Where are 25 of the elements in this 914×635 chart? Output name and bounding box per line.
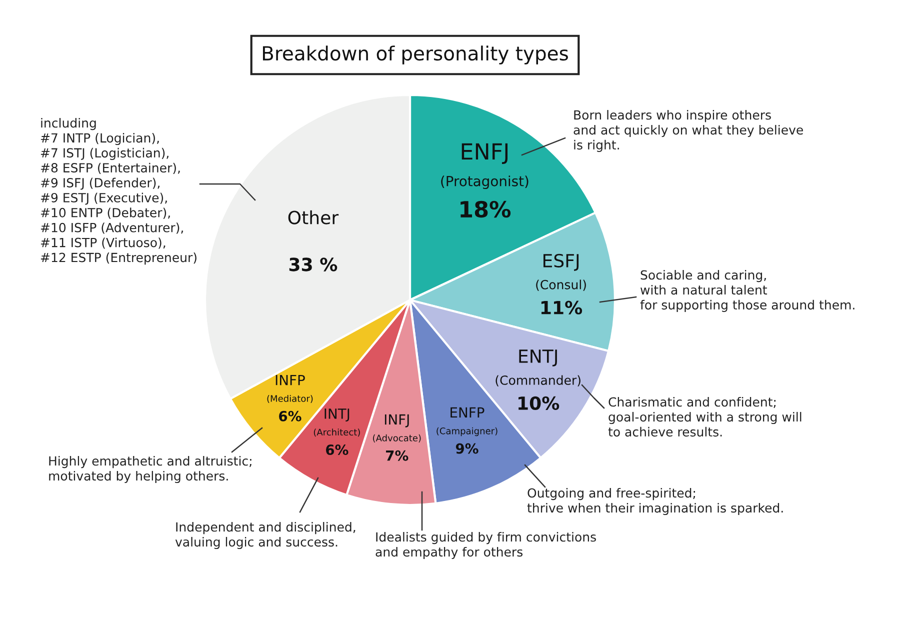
- text: Charismatic and confident; goal-oriented with a strong will to achieve results.: [608, 397, 802, 437]
- slice-label: ENFP (Campaigner): [436, 407, 498, 436]
- text: Independent and disciplined, valuing logic and success.: [175, 522, 356, 550]
- data-label: 6%: [326, 444, 348, 456]
- data-label: 7%: [386, 450, 408, 461]
- data-label: 18%: [460, 200, 511, 218]
- text: Sociable and caring, with a natural talent for supporting those around them.: [640, 270, 854, 312]
- text: Born leaders who inspire others and act quickly on what they believe is right.: [574, 110, 803, 152]
- data-label: 33 %: [289, 258, 338, 272]
- data-label: 11%: [541, 300, 582, 314]
- slice-label: INFJ (Advocate): [373, 414, 421, 442]
- text: including #7 INTP (Logician), #7 ISTJ (Logistician), #8 ESFP (Entertainer), #9 ISFJ (Defender), #9 ESTJ (Executive), #10 ENTP (Debater), #10 ISFP (Adventurer), #11 ISTP (Virtuoso), #12 ESTP (Entrepreneur): [40, 118, 196, 265]
- data-label: 9%: [456, 443, 478, 454]
- slice-label: ENFJ (Protagonist): [441, 143, 528, 190]
- data-label: 10%: [518, 396, 560, 410]
- text: Idealists guided by firm convictions and empathy for others: [376, 532, 596, 560]
- data-label: 6%: [279, 410, 302, 422]
- slice-label: ENTJ (Commander): [496, 350, 580, 386]
- slice-label: ESFJ (Consul): [536, 254, 586, 291]
- slice-label: INFP (Mediator): [267, 374, 313, 403]
- text: Outgoing and free-spirited; thrive when their imagination is sparked.: [527, 488, 783, 516]
- slice-label: Other: [288, 210, 339, 224]
- slice-label: INTJ (Architect): [314, 408, 360, 437]
- text: Highly empathetic and altruistic; motivated by helping others.: [49, 456, 252, 484]
- chart-title: Breakdown of personality types: [262, 46, 568, 64]
